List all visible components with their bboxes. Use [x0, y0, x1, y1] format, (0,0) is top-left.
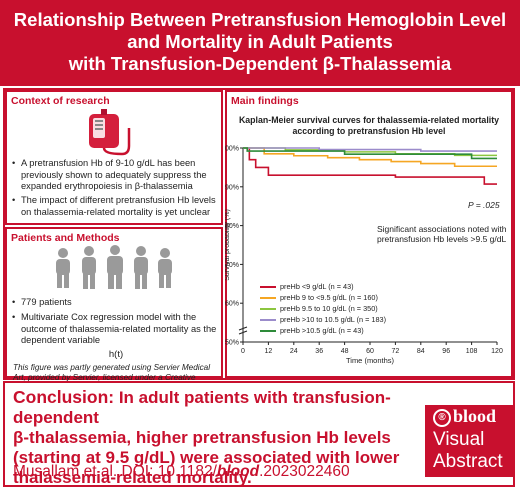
legend-item: preHb <9 g/dL (n = 43)	[260, 282, 354, 291]
x-tick-label: 72	[392, 348, 400, 355]
conclusion-label: Conclusion:	[13, 387, 115, 407]
citation-journal: blood	[216, 463, 260, 480]
patients-bullet-1: 779 patients	[12, 297, 219, 309]
context-bullet-1: A pretransfusion Hb of 9-10 g/dL has bee…	[12, 158, 219, 193]
series-line	[243, 147, 497, 152]
legend-label: preHb >10.5 g/dL (n = 43)	[280, 326, 364, 335]
x-tick-label: 48	[341, 348, 349, 355]
y-tick-label: 50%	[225, 340, 239, 347]
y-tick-label: 80%	[225, 223, 239, 230]
x-tick-label: 108	[466, 348, 478, 355]
people-icon	[56, 245, 172, 289]
logo-line-2: Abstract	[433, 451, 503, 472]
y-tick-label: 100%	[225, 146, 239, 153]
y-tick-label: 90%	[225, 184, 239, 191]
note-line-2: pretransfusion Hb levels >9.5 g/dL	[377, 234, 507, 244]
context-bullet-2: The impact of different pretransfusion H…	[12, 195, 219, 218]
citation[interactable]: Musallam et al. DOI: 10.1182/blood.20230…	[13, 463, 350, 481]
legend-label: preHb >10 to 10.5 g/dL (n = 183)	[280, 315, 387, 324]
title-line-2: and Mortality in Adult Patients	[127, 31, 393, 52]
legend-swatch	[260, 286, 276, 288]
axis-break-mark	[238, 326, 248, 335]
y-tick-label: 70%	[225, 262, 239, 269]
blood-bag-icon	[89, 109, 131, 156]
legend-label: preHb 9 to <9.5 g/dL (n = 160)	[280, 293, 378, 302]
legend-swatch	[260, 319, 276, 321]
x-axis-label: Time (months)	[346, 356, 395, 365]
y-axis-label: Survival probability (%)	[225, 209, 231, 281]
legend-item: preHb 9.5 to 10 g/dL (n = 350)	[260, 304, 378, 313]
blood-visual-abstract-logo: ® blood Visual Abstract	[425, 405, 515, 477]
legend-swatch	[260, 308, 276, 310]
legend-swatch	[260, 330, 276, 332]
conclusion-line-2: β-thalassemia, higher pretransfusion Hb …	[13, 428, 391, 447]
header-banner: Relationship Between Pretransfusion Hemo…	[0, 0, 520, 86]
x-tick-label: 36	[315, 348, 323, 355]
series-line	[243, 147, 497, 185]
findings-title: Main findings	[231, 95, 299, 107]
chart-title-1: Kaplan-Meier survival curves for thalass…	[238, 115, 500, 125]
x-tick-label: 84	[417, 348, 425, 355]
conclusion-panel: Conclusion: In adult patients with trans…	[3, 381, 515, 487]
series-line	[243, 147, 497, 168]
logo-brand: blood	[453, 406, 497, 426]
patients-panel: Patients and Methods 779 patients Multiv…	[5, 227, 223, 392]
note-line-1: Significant associations noted with	[377, 224, 507, 234]
y-tick-label: 60%	[225, 301, 239, 308]
logo-line-1: Visual	[433, 429, 485, 450]
x-tick-label: 120	[491, 348, 503, 355]
conclusion-line-4: thalassemia-related mortality.	[13, 468, 252, 487]
chart-title-2: according to pretransfusion Hb level	[292, 126, 446, 136]
x-tick-label: 0	[241, 348, 245, 355]
x-tick-label: 24	[290, 348, 298, 355]
citation-prefix: Musallam et al. DOI: 10.1182/	[13, 463, 217, 480]
title-line-3: with Transfusion-Dependent β-Thalassemia	[68, 53, 452, 74]
patients-title: Patients and Methods	[11, 232, 120, 244]
p-value: P = .025	[468, 200, 500, 210]
x-tick-label: 96	[442, 348, 450, 355]
legend-item: preHb 9 to <9.5 g/dL (n = 160)	[260, 293, 378, 302]
context-panel: Context of research A pretransfusion Hb …	[5, 90, 223, 225]
context-title: Context of research	[11, 95, 110, 107]
legend-label: preHb 9.5 to 10 g/dL (n = 350)	[280, 304, 378, 313]
citation-suffix: .2023022460	[259, 463, 350, 480]
series-line	[243, 147, 497, 160]
conclusion-line-1: In adult patients with transfusion-depen…	[13, 388, 391, 427]
legend-swatch	[260, 297, 276, 299]
patients-bullet-2: Multivariate Cox regression model with t…	[12, 312, 219, 347]
x-tick-label: 60	[366, 348, 374, 355]
conclusion-line-3: (starting at 9.5 g/dL) were associated w…	[13, 448, 400, 467]
formula: h(t)	[108, 349, 124, 360]
title-line-1: Relationship Between Pretransfusion Hemo…	[13, 9, 507, 30]
legend-item: preHb >10 to 10.5 g/dL (n = 183)	[260, 315, 387, 324]
legend-item: preHb >10.5 g/dL (n = 43)	[260, 326, 364, 335]
conclusion-text: Conclusion: In adult patients with trans…	[13, 387, 413, 488]
legend-label: preHb <9 g/dL (n = 43)	[280, 282, 354, 291]
registered-icon: ®	[433, 409, 451, 427]
x-tick-label: 12	[265, 348, 273, 355]
km-chart: 100% 90% 80% 70% 60% 50%0 12 24 36 48 60 72 84 96 108 1…	[225, 146, 503, 366]
